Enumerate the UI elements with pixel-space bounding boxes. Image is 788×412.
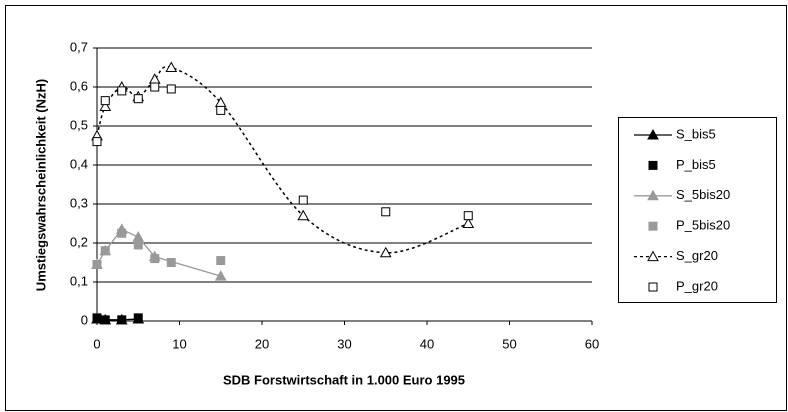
marker (462, 217, 475, 228)
marker (379, 246, 392, 258)
y-tick-label: 0,5 (70, 117, 88, 132)
legend-marker (648, 160, 658, 170)
x-tick-label: 0 (93, 336, 100, 351)
legend-box (618, 117, 777, 303)
marker (100, 246, 110, 256)
legend-label: P_bis5 (676, 157, 716, 172)
y-tick-label: 0,1 (70, 273, 88, 288)
marker (133, 94, 143, 104)
marker (166, 84, 176, 94)
y-tick-label: 0,3 (70, 195, 88, 210)
legend-label: S_bis5 (676, 126, 716, 141)
y-tick-label: 0,4 (70, 156, 88, 171)
marker (298, 195, 308, 205)
marker (216, 105, 226, 115)
legend-marker (647, 250, 659, 262)
legend-marker (648, 221, 658, 231)
x-tick-label: 30 (337, 336, 351, 351)
marker (165, 61, 178, 72)
y-tick-label: 0,6 (70, 78, 88, 93)
marker (133, 240, 143, 250)
marker (92, 137, 102, 147)
marker (100, 315, 110, 325)
marker (216, 256, 226, 266)
marker (463, 211, 473, 221)
marker (92, 313, 102, 323)
legend-label: P_5bis20 (676, 218, 730, 233)
legend-label: P_gr20 (676, 278, 718, 293)
marker (297, 209, 310, 221)
marker (214, 270, 227, 281)
x-tick-label: 60 (585, 336, 599, 351)
marker (381, 207, 391, 217)
x-axis-label: SDB Forstwirtschaft in 1.000 Euro 1995 (223, 372, 465, 387)
y-tick-label: 0,7 (70, 39, 88, 54)
marker (166, 258, 176, 267)
x-tick-label: 20 (255, 336, 269, 351)
marker (117, 315, 127, 325)
y-axis-label: Umstiegswahrscheinlichkeit (NzH) (33, 79, 48, 291)
y-tick-label: 0 (81, 312, 88, 327)
series-line (96, 65, 469, 254)
legend-marker (648, 282, 658, 292)
marker (117, 86, 127, 96)
marker (133, 313, 143, 323)
x-tick-label: 50 (502, 336, 516, 351)
legend-marker (647, 128, 659, 140)
legend-label: S_gr20 (676, 248, 718, 263)
marker (117, 228, 127, 238)
legend-marker (647, 189, 659, 201)
legend-label: S_5bis20 (676, 187, 730, 202)
marker (92, 259, 102, 269)
marker (100, 96, 110, 106)
x-tick-label: 10 (172, 336, 186, 351)
y-tick-label: 0,2 (70, 234, 88, 249)
marker (150, 82, 160, 92)
marker (99, 100, 112, 111)
x-tick-label: 40 (420, 336, 434, 351)
marker (150, 254, 160, 264)
